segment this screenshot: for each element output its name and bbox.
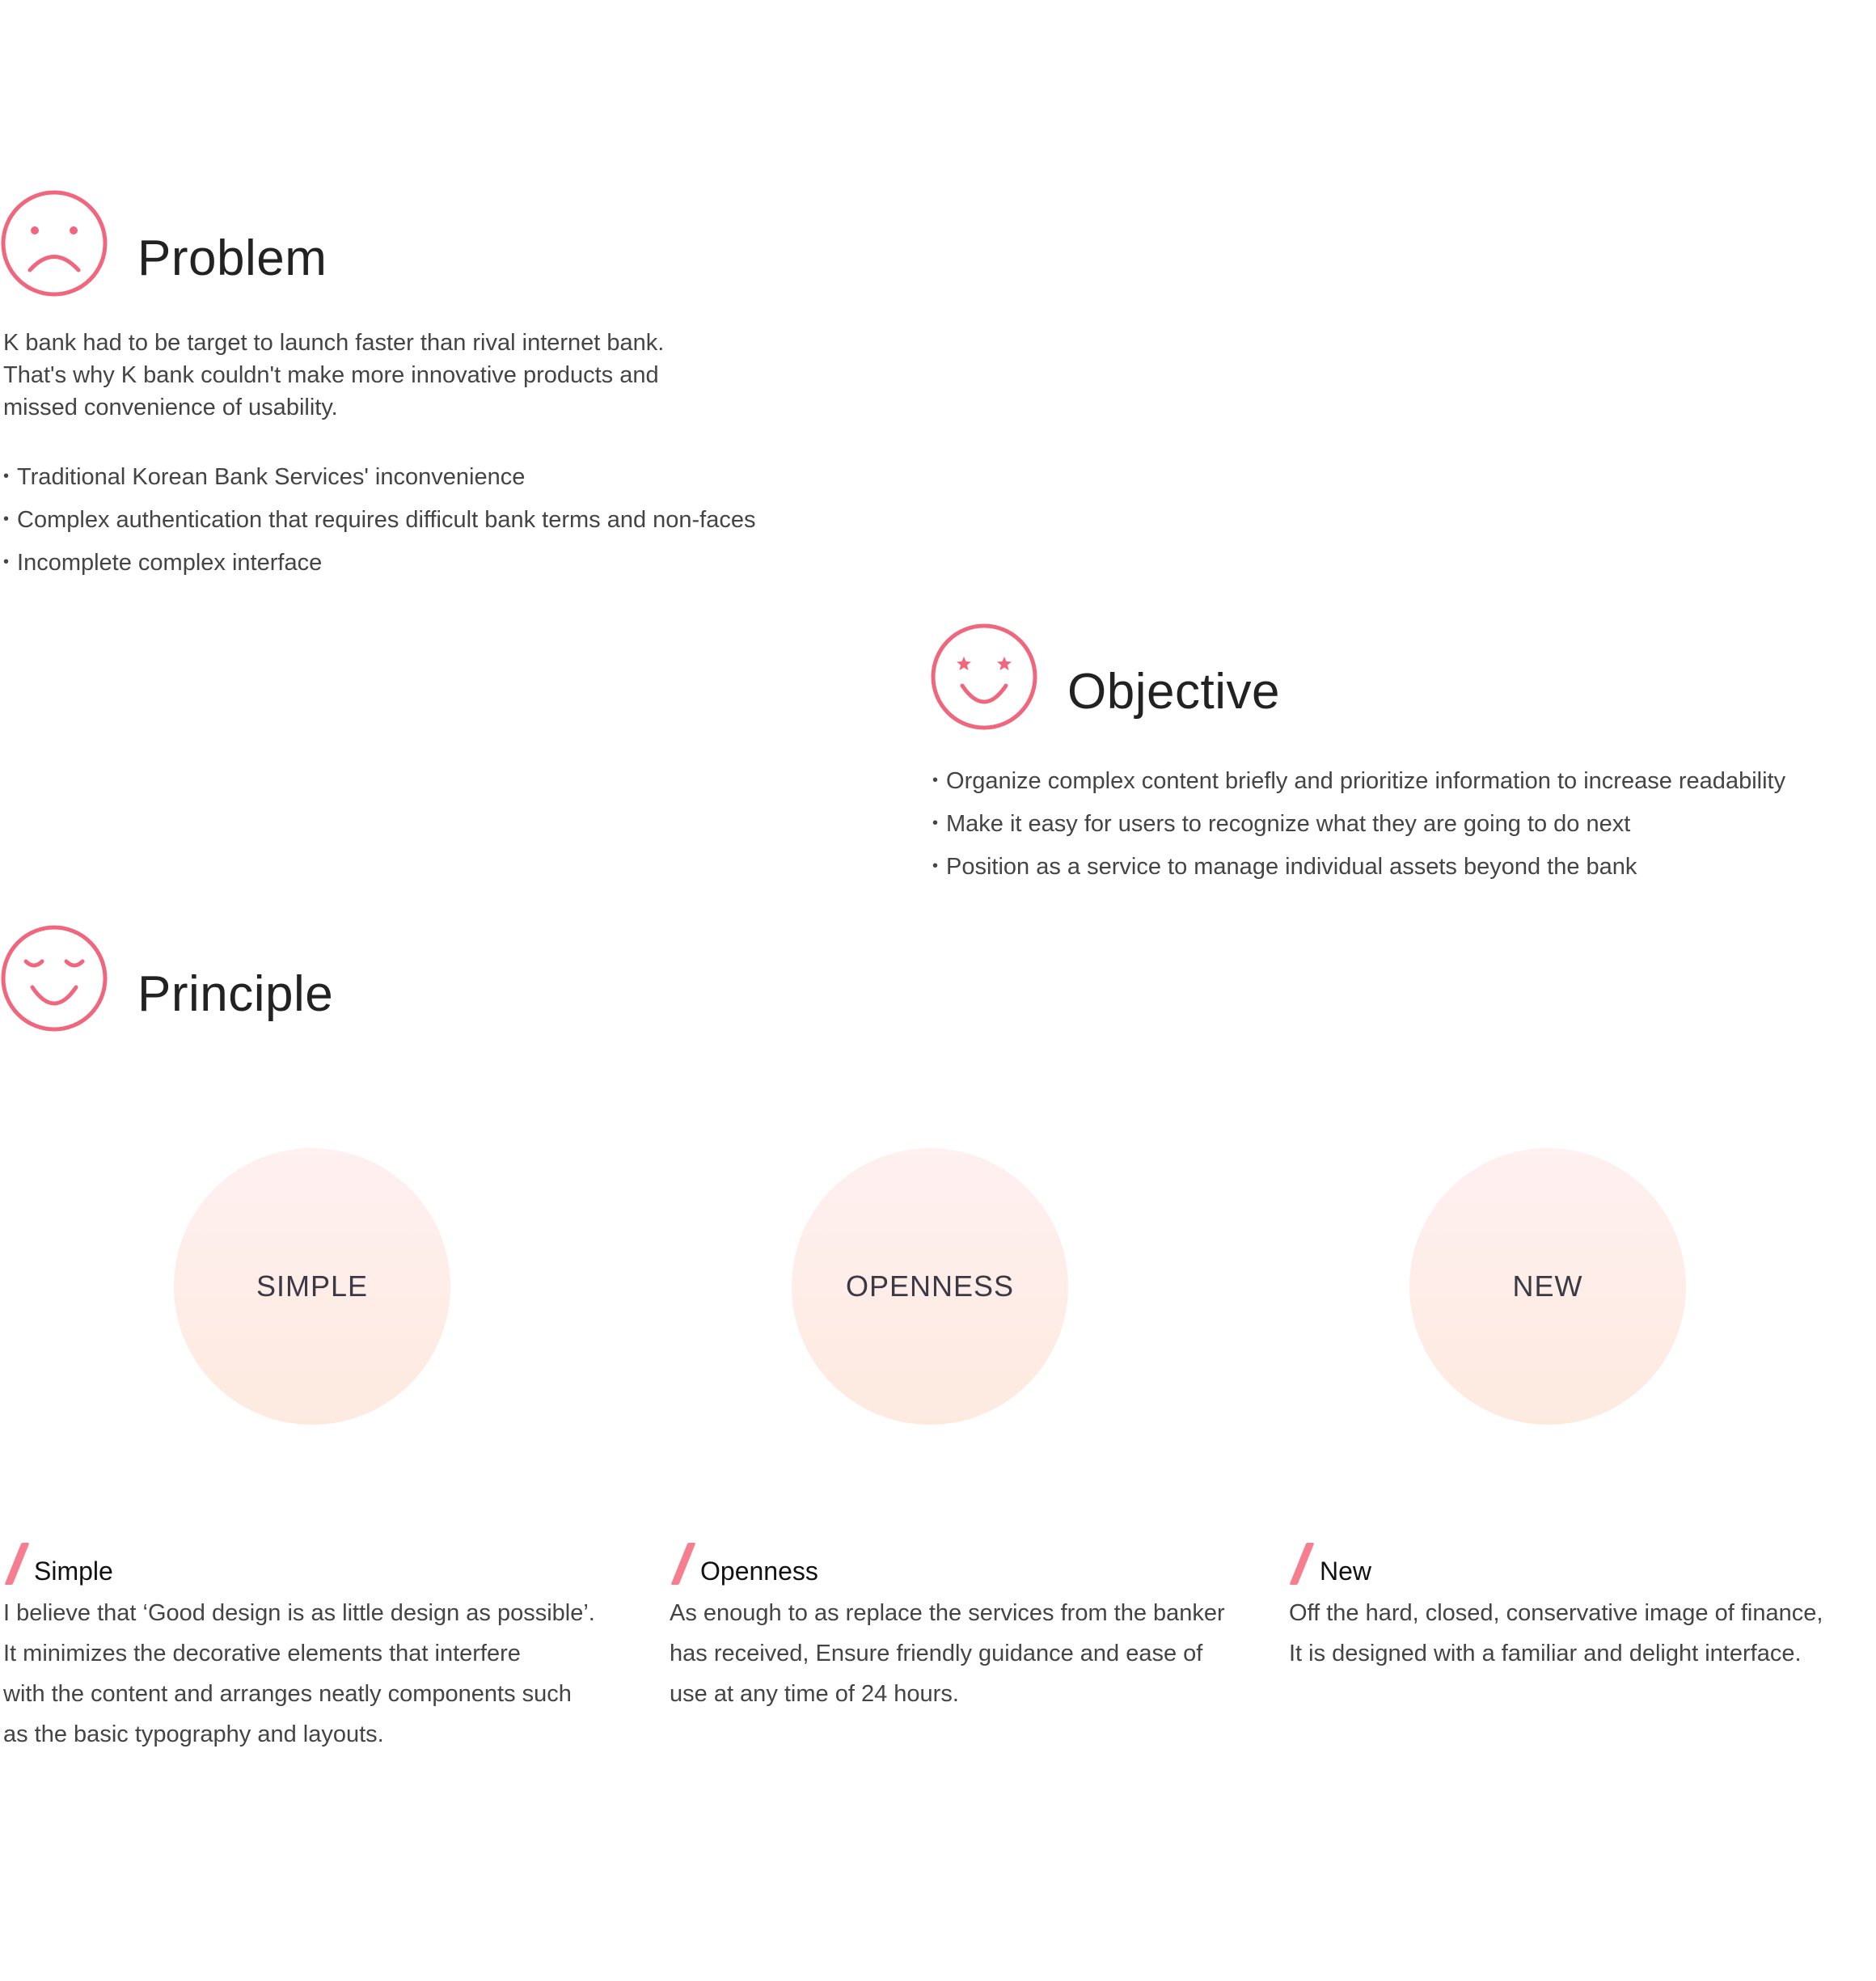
problem-description-line: K bank had to be target to launch faster… — [3, 330, 665, 356]
principle-item-description: I believe that ‘Good design is as little… — [3, 1593, 595, 1755]
starry-eyed-smile-icon — [930, 623, 1038, 731]
principle-item-line: has received, Ensure friendly guidance a… — [670, 1641, 1203, 1666]
sad-face-icon — [0, 189, 108, 298]
problem-description-line: That's why K bank couldn't make more inn… — [3, 362, 659, 388]
problem-bullet: Complex authentication that requires dif… — [3, 500, 755, 543]
principle-circle-new: NEW — [1409, 1148, 1686, 1425]
principle-item-title: Simple — [34, 1556, 113, 1586]
problem-bullet-list: Traditional Korean Bank Services' inconv… — [3, 457, 756, 585]
slash-accent-icon — [4, 1543, 30, 1585]
principle-item-line: It minimizes the decorative elements tha… — [3, 1641, 521, 1666]
problem-title: Problem — [137, 230, 327, 286]
principle-item-title: Openness — [700, 1556, 818, 1586]
principle-item-line: with the content and arranges neatly com… — [3, 1681, 572, 1707]
principle-item-line: It is designed with a familiar and delig… — [1289, 1641, 1802, 1666]
objective-title: Objective — [1067, 664, 1280, 720]
principle-title: Principle — [137, 966, 334, 1022]
content-smile-icon — [0, 924, 108, 1033]
problem-description: K bank had to be target to launch faster… — [3, 327, 664, 424]
problem-bullet: Incomplete complex interface — [3, 543, 756, 585]
problem-bullet: Traditional Korean Bank Services' inconv… — [3, 457, 756, 500]
objective-bullet: Position as a service to manage individu… — [932, 847, 1785, 889]
principle-circle-simple: SIMPLE — [174, 1148, 450, 1425]
objective-bullet-list: Organize complex content briefly and pri… — [932, 761, 1785, 889]
principle-item-line: I believe that ‘Good design is as little… — [3, 1600, 595, 1626]
slash-accent-icon — [1289, 1543, 1315, 1585]
principle-circle-label: OPENNESS — [845, 1269, 1015, 1303]
principle-item-line: as the basic typography and layouts. — [3, 1721, 384, 1747]
principle-circle-label: NEW — [1512, 1269, 1583, 1303]
principle-item-line: use at any time of 24 hours. — [670, 1681, 959, 1707]
principle-item-line: Off the hard, closed, conservative image… — [1289, 1600, 1823, 1626]
principle-item-description: Off the hard, closed, conservative image… — [1289, 1593, 1823, 1674]
problem-description-line: missed convenience of usability. — [3, 395, 338, 420]
principle-circle-openness: OPENNESS — [792, 1148, 1068, 1425]
objective-bullet: Make it easy for users to recognize what… — [932, 804, 1785, 847]
principle-circle-label: SIMPLE — [256, 1269, 369, 1303]
principle-item-line: As enough to as replace the services fro… — [670, 1600, 1225, 1626]
objective-bullet: Organize complex content briefly and pri… — [932, 761, 1785, 804]
principle-item-description: As enough to as replace the services fro… — [670, 1593, 1225, 1714]
principle-item-title: New — [1320, 1556, 1372, 1586]
slash-accent-icon — [670, 1543, 696, 1585]
